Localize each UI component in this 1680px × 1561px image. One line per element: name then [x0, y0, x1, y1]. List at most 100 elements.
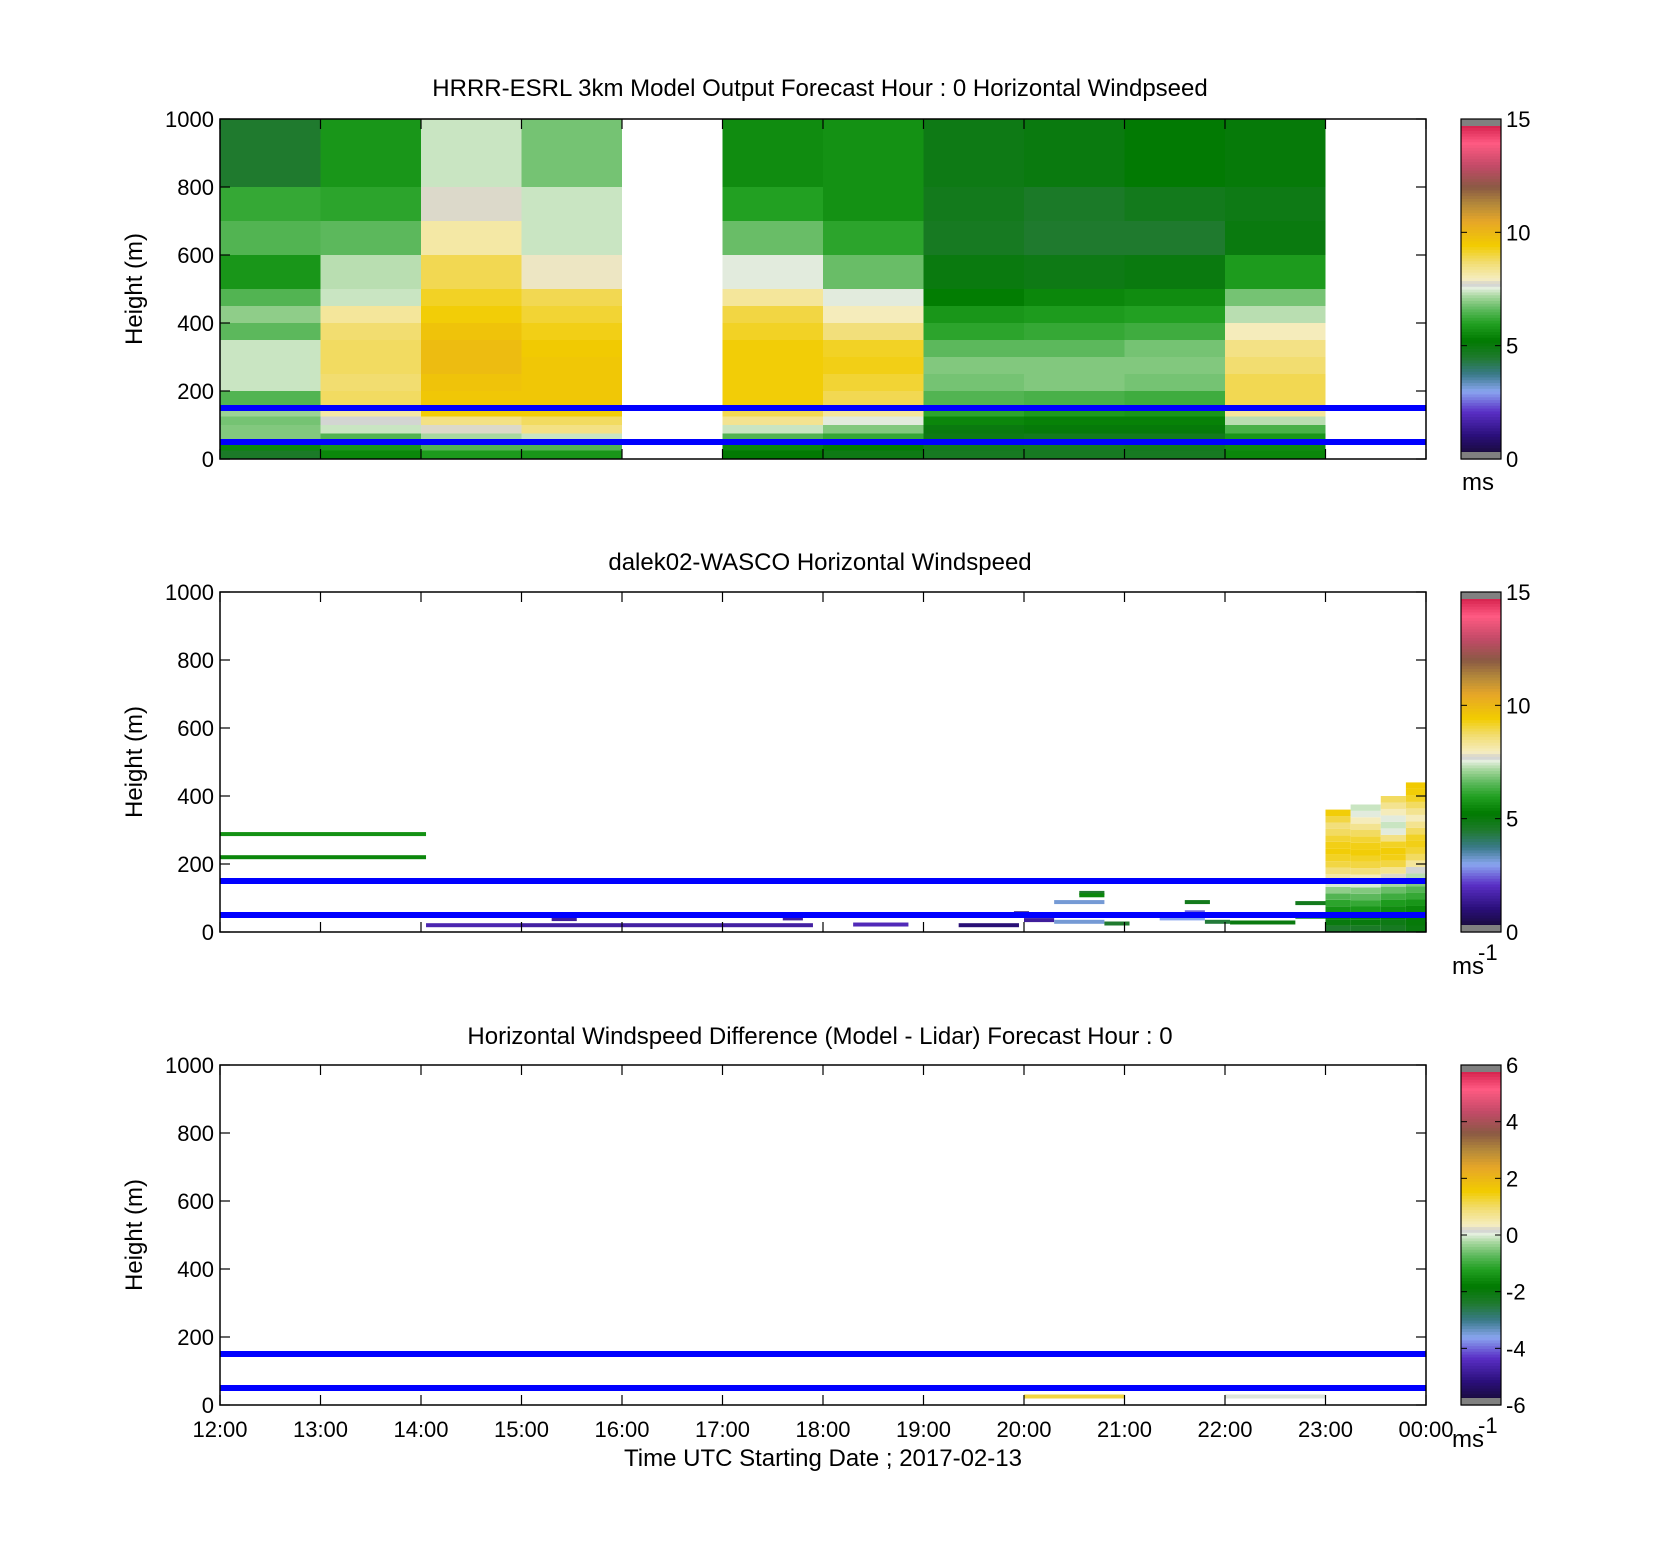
model-cell: [521, 425, 622, 434]
model-cell: [722, 187, 823, 221]
colorbar-underflow-cap: [1461, 452, 1501, 459]
colorbar-band: [1461, 218, 1501, 222]
colorbar-band: [1461, 637, 1501, 641]
colorbar-band: [1461, 229, 1501, 233]
profile-cell: [1380, 821, 1406, 829]
colorbar-band: [1461, 685, 1501, 689]
panel-lidar-reference-lines: [220, 878, 1426, 918]
colorbar-band: [1461, 1107, 1501, 1111]
x-tick-label: 12:00: [192, 1417, 247, 1442]
colorbar-band: [1461, 1393, 1501, 1398]
profile-cell: [1325, 899, 1351, 907]
model-cell: [220, 425, 321, 434]
model-cell: [421, 306, 522, 323]
colorbar-tick-label: -2: [1506, 1280, 1526, 1305]
colorbar-band: [1461, 1195, 1501, 1199]
y-tick-label: 800: [177, 1121, 214, 1146]
colorbar-band: [1461, 1090, 1501, 1094]
panel-difference-x-label: Time UTC Starting Date ; 2017-02-13: [624, 1445, 1022, 1472]
colorbar-band: [1461, 382, 1501, 386]
colorbar-band: [1461, 1235, 1501, 1239]
data-segment: [521, 923, 813, 928]
model-cell: [722, 289, 823, 306]
colorbar-band: [1461, 1099, 1501, 1103]
colorbar-band: [1461, 238, 1501, 242]
profile-cell: [1405, 918, 1426, 926]
colorbar-band: [1461, 1110, 1501, 1114]
colorbar-tick-label: 0: [1506, 447, 1518, 472]
colorbar-band: [1461, 164, 1501, 168]
colorbar-band: [1461, 348, 1501, 352]
colorbar-band: [1461, 371, 1501, 375]
panel-lidar-y-axis: 0 200 400 600 800 1000: [165, 580, 1426, 945]
model-cell: [220, 450, 321, 459]
colorbar-band: [1461, 1155, 1501, 1160]
model-cell: [1024, 408, 1125, 417]
colorbar-band: [1461, 832, 1501, 837]
colorbar-band: [1461, 376, 1501, 381]
colorbar-band: [1461, 1076, 1501, 1080]
model-cell: [722, 416, 823, 425]
colorbar-band: [1461, 410, 1501, 415]
colorbar-band: [1461, 651, 1501, 655]
colorbar-band: [1461, 745, 1501, 749]
colorbar-band: [1461, 1198, 1501, 1202]
colorbar-band: [1461, 1331, 1501, 1335]
model-cell: [722, 323, 823, 340]
colorbar-band: [1461, 1161, 1501, 1165]
colorbar-band: [1461, 331, 1501, 335]
colorbar-band: [1461, 813, 1501, 817]
colorbar-band: [1461, 668, 1501, 672]
x-tick-label: 18:00: [795, 1417, 850, 1442]
model-cell: [1124, 119, 1225, 187]
model-cell: [823, 119, 924, 187]
colorbar-band: [1461, 852, 1501, 857]
colorbar-band: [1461, 272, 1501, 276]
x-tick-label: 21:00: [1097, 1417, 1152, 1442]
model-cell: [1124, 340, 1225, 357]
colorbar-band: [1461, 872, 1501, 876]
colorbar-band: [1461, 1243, 1501, 1247]
profile-cell: [1405, 821, 1426, 828]
data-segment: [1054, 919, 1105, 924]
y-tick-label: 600: [177, 1189, 214, 1214]
profile-cell: [1325, 854, 1351, 862]
model-cell: [421, 221, 522, 255]
colorbar-band: [1461, 1351, 1501, 1355]
model-cell: [1024, 119, 1125, 187]
colorbar-band: [1461, 1164, 1501, 1168]
model-cell: [521, 391, 622, 408]
profile-cell: [1405, 840, 1426, 848]
model-cell: [1225, 450, 1326, 459]
model-cell: [1225, 374, 1326, 391]
colorbar-band: [1461, 1280, 1501, 1284]
x-tick-label: 17:00: [695, 1417, 750, 1442]
colorbar-band: [1461, 161, 1501, 165]
colorbar-band: [1461, 1359, 1501, 1364]
model-cell: [722, 374, 823, 391]
colorbar-band: [1461, 1246, 1501, 1250]
colorbar-band: [1461, 345, 1501, 350]
data-segment: [1159, 916, 1205, 921]
colorbar-band: [1461, 283, 1501, 287]
model-cell: [923, 442, 1024, 451]
model-cell: [1124, 425, 1225, 434]
y-tick-label: 1000: [165, 107, 214, 132]
y-tick-label: 400: [177, 1257, 214, 1282]
profile-cell: [1350, 919, 1381, 926]
colorbar-band: [1461, 909, 1501, 913]
colorbar-band: [1461, 762, 1501, 766]
model-cell: [722, 221, 823, 255]
colorbar-band: [1461, 869, 1501, 874]
profile-cell: [1325, 919, 1351, 926]
colorbar-band: [1461, 626, 1501, 630]
colorbar-tick-label: 10: [1506, 220, 1530, 245]
y-tick-label: 0: [202, 1393, 214, 1418]
colorbar-band: [1461, 246, 1501, 250]
colorbar-band: [1461, 722, 1501, 726]
colorbar-band: [1461, 1249, 1501, 1253]
colorbar-band: [1461, 252, 1501, 256]
colorbar-band: [1461, 1133, 1501, 1137]
colorbar-band: [1461, 1087, 1501, 1092]
colorbar-band: [1461, 662, 1501, 667]
